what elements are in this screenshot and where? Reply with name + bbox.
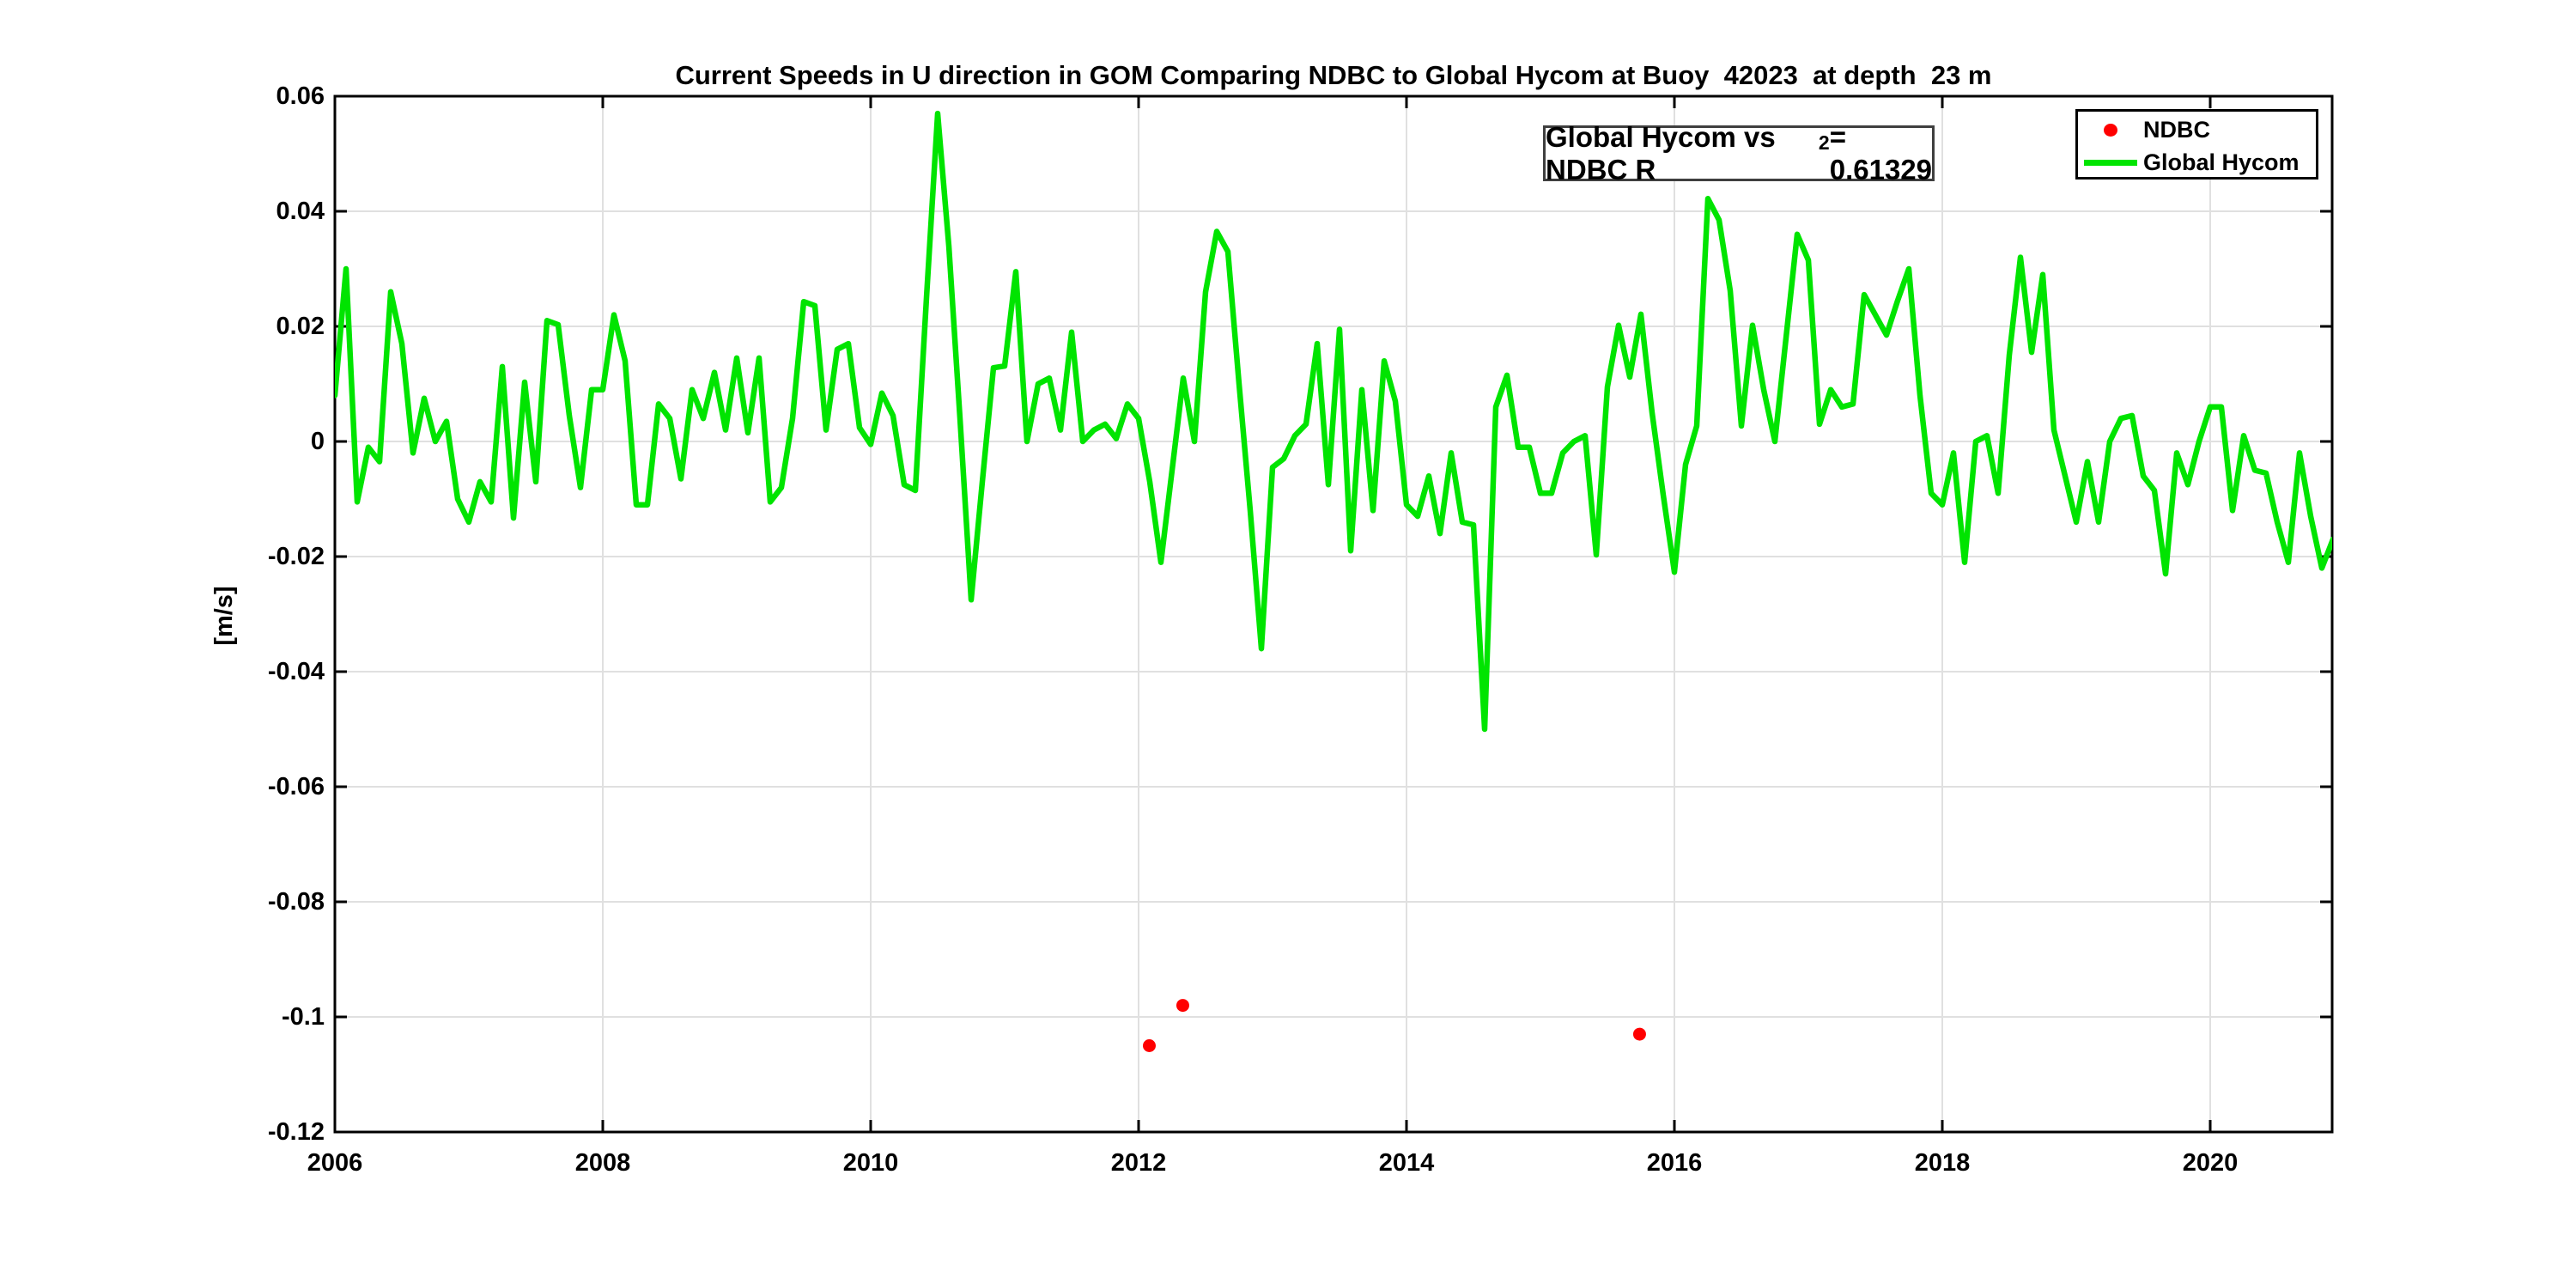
x-tick-label: 2020 bbox=[2182, 1149, 2239, 1177]
y-tick-label: -0.04 bbox=[267, 658, 325, 685]
legend-marker-cell bbox=[2078, 123, 2143, 137]
y-tick-label: 0.02 bbox=[276, 313, 325, 340]
ndbc-point bbox=[1142, 1039, 1156, 1052]
legend-label-ndbc: NDBC bbox=[2143, 116, 2210, 143]
series-line-global-hycom bbox=[335, 110, 2332, 733]
x-tick-label: 2012 bbox=[1110, 1149, 1167, 1177]
chart-title: Current Speeds in U direction in GOM Com… bbox=[675, 60, 1992, 90]
x-tick-label: 2010 bbox=[842, 1149, 899, 1177]
green-line-marker-icon bbox=[2084, 159, 2137, 166]
x-tick-label: 2006 bbox=[307, 1149, 363, 1177]
legend-label-global-hycom: Global Hycom bbox=[2143, 149, 2300, 175]
y-tick-label: -0.1 bbox=[282, 1003, 325, 1031]
r-squared-text-prefix: Global Hycom vs NDBC R bbox=[1546, 120, 1776, 186]
legend-item-ndbc: NDBC bbox=[2078, 113, 2210, 147]
y-tick-label: -0.08 bbox=[267, 888, 325, 916]
x-tick-label: 2016 bbox=[1646, 1149, 1703, 1177]
y-tick-label: 0 bbox=[310, 428, 325, 455]
x-tick-label: 2018 bbox=[1914, 1149, 1971, 1177]
y-tick-label: -0.12 bbox=[267, 1118, 325, 1146]
r-squared-exponent: 2 bbox=[1818, 131, 1830, 154]
axes-box bbox=[333, 94, 2334, 1134]
y-tick-label: -0.06 bbox=[267, 773, 325, 800]
y-tick-label: -0.02 bbox=[267, 543, 325, 570]
y-tick-label: 0.06 bbox=[276, 82, 325, 110]
red-dot-marker-icon bbox=[2104, 123, 2117, 137]
r-squared-text-suffix: = 0.61329 bbox=[1829, 120, 1933, 186]
legend-marker-cell bbox=[2078, 159, 2143, 166]
x-tick-label: 2008 bbox=[574, 1149, 631, 1177]
r-squared-annotation: Global Hycom vs NDBC R 2 = 0.61329 bbox=[1543, 121, 1935, 186]
ndbc-point bbox=[1632, 1027, 1646, 1041]
x-tick-label: 2014 bbox=[1378, 1149, 1435, 1177]
ndbc-point bbox=[1176, 999, 1189, 1013]
legend-item-global-hycom: Global Hycom bbox=[2078, 145, 2300, 180]
y-tick-label: 0.04 bbox=[276, 198, 325, 225]
legend: NDBC Global Hycom bbox=[2075, 109, 2318, 180]
